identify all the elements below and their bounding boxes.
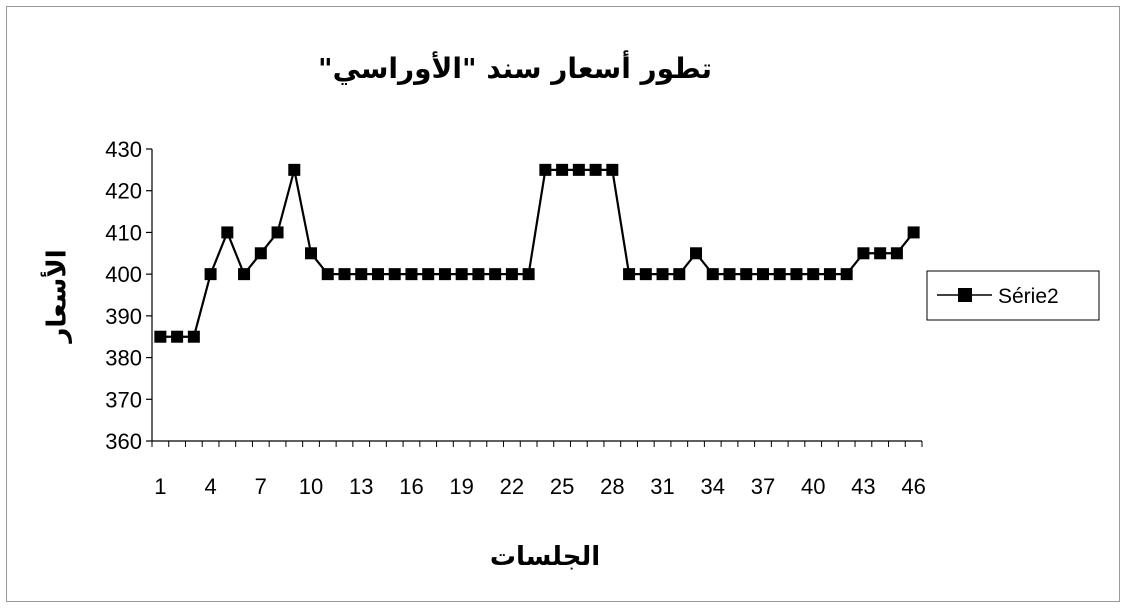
data-point-marker	[656, 268, 669, 281]
data-point-marker	[539, 163, 552, 176]
y-tick-label: 410	[105, 220, 142, 245]
data-point-marker	[422, 268, 435, 281]
x-tick-label: 22	[500, 474, 524, 499]
y-tick-label: 430	[105, 137, 142, 162]
x-axis-ticks: 1 4 7 10 13 16 19 22 25 28 31 34 37 40 43 46	[151, 441, 926, 499]
x-tick-label: 10	[299, 474, 323, 499]
data-point-marker	[522, 268, 535, 281]
x-tick-label: 1	[154, 474, 166, 499]
data-point-marker	[171, 330, 184, 343]
data-point-marker	[204, 268, 217, 281]
data-point-marker	[790, 268, 803, 281]
data-point-marker	[238, 268, 251, 281]
x-tick-label: 40	[801, 474, 825, 499]
x-tick-label: 25	[550, 474, 574, 499]
data-point-marker	[388, 268, 401, 281]
data-point-marker	[907, 226, 920, 239]
data-point-marker	[288, 163, 301, 176]
x-tick-label: 16	[399, 474, 423, 499]
data-point-marker	[606, 163, 619, 176]
y-tick-label: 370	[105, 387, 142, 412]
series-line	[160, 168, 915, 338]
x-tick-label: 46	[901, 474, 925, 499]
data-point-marker	[338, 268, 351, 281]
data-point-marker	[890, 247, 903, 260]
data-point-marker	[773, 268, 786, 281]
legend-marker	[958, 288, 972, 302]
legend-label: Série2	[998, 285, 1059, 308]
x-tick-label: 7	[255, 474, 267, 499]
chart-title: تطور أسعار سند "الأوراسي"	[318, 50, 712, 85]
data-point-marker	[405, 268, 418, 281]
y-tick-label: 390	[105, 304, 142, 329]
x-tick-label: 43	[851, 474, 875, 499]
data-point-marker	[589, 163, 602, 176]
x-tick-label: 4	[204, 474, 216, 499]
data-point-marker	[221, 226, 234, 239]
data-point-marker	[305, 247, 318, 260]
data-point-marker	[639, 268, 652, 281]
y-tick-label: 380	[105, 346, 142, 371]
y-axis-ticks: 360 370 380 390 400 410 420 430	[105, 137, 152, 454]
data-point-marker	[556, 163, 569, 176]
x-tick-label: 28	[600, 474, 624, 499]
data-point-marker	[572, 163, 585, 176]
x-tick-label: 13	[349, 474, 373, 499]
data-point-marker	[472, 268, 485, 281]
data-point-marker	[154, 330, 167, 343]
data-point-marker	[187, 330, 200, 343]
data-point-marker	[840, 268, 853, 281]
y-tick-label: 400	[105, 262, 142, 287]
data-point-marker	[455, 268, 468, 281]
data-point-marker	[723, 268, 736, 281]
data-point-marker	[690, 247, 703, 260]
data-point-marker	[823, 268, 836, 281]
data-point-marker	[857, 247, 870, 260]
y-axis-title: الأسعار	[41, 249, 73, 344]
data-point-marker	[874, 247, 887, 260]
x-tick-label: 19	[449, 474, 473, 499]
data-point-marker	[438, 268, 451, 281]
x-tick-label: 34	[701, 474, 725, 499]
x-tick-label: 37	[751, 474, 775, 499]
data-point-marker	[623, 268, 636, 281]
data-point-marker	[321, 268, 334, 281]
data-point-marker	[355, 268, 368, 281]
data-point-marker	[673, 268, 686, 281]
legend: Série2	[926, 270, 1100, 321]
x-axis-title: الجلسات	[490, 542, 600, 572]
x-tick-label: 31	[650, 474, 674, 499]
data-point-marker	[254, 247, 267, 260]
data-point-marker	[807, 268, 820, 281]
series-serie2	[154, 163, 920, 343]
data-point-marker	[371, 268, 384, 281]
data-point-marker	[740, 268, 753, 281]
data-point-marker	[271, 226, 284, 239]
data-point-marker	[489, 268, 502, 281]
data-point-marker	[706, 268, 719, 281]
y-tick-label: 420	[105, 179, 142, 204]
data-point-marker	[505, 268, 518, 281]
data-point-marker	[756, 268, 769, 281]
y-tick-label: 360	[105, 429, 142, 454]
